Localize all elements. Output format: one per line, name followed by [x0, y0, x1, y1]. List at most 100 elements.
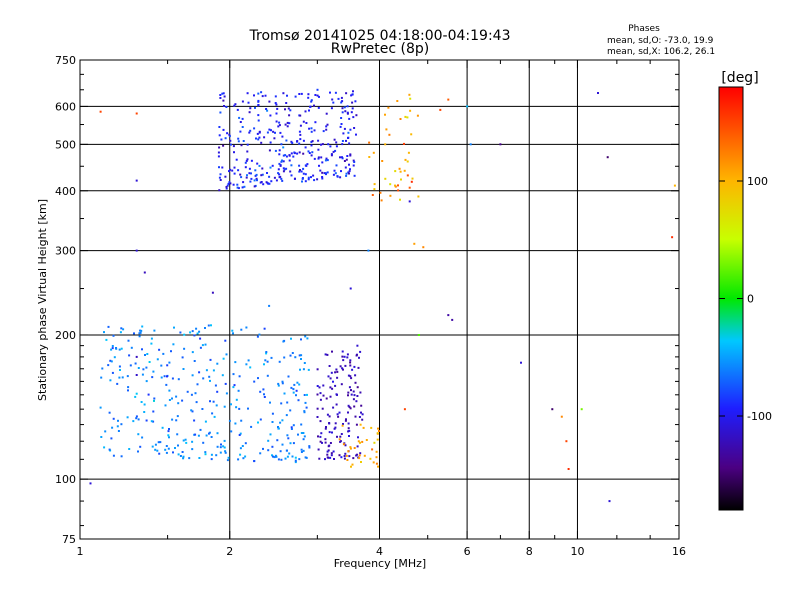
scatter-point	[282, 154, 285, 157]
scatter-point	[138, 332, 141, 335]
scatter-point	[340, 123, 343, 125]
scatter-point	[404, 115, 407, 118]
scatter-point	[289, 409, 292, 412]
scatter-point	[358, 454, 361, 457]
scatter-point	[302, 152, 305, 155]
scatter-point	[241, 100, 244, 103]
scatter-point	[154, 443, 157, 446]
scatter-point	[375, 456, 378, 459]
scatter-point	[285, 449, 288, 452]
scatter-point	[181, 399, 184, 402]
scatter-point	[282, 340, 285, 343]
scatter-point	[333, 458, 335, 460]
scatter-point	[370, 426, 373, 429]
scatter-point	[329, 442, 332, 444]
scatter-point	[339, 125, 342, 128]
scatter-point	[400, 178, 402, 181]
scatter-point	[232, 145, 235, 148]
scatter-point	[347, 404, 350, 407]
scatter-point	[380, 199, 383, 202]
scatter-point	[151, 445, 154, 448]
scatter-point	[302, 368, 305, 371]
scatter-point	[356, 344, 359, 347]
scatter-point	[349, 154, 352, 157]
scatter-point	[253, 127, 256, 130]
scatter-point	[447, 314, 450, 317]
scatter-point	[224, 137, 227, 140]
scatter-point	[129, 364, 132, 367]
scatter-point	[324, 353, 327, 356]
scatter-point	[265, 181, 268, 184]
scatter-point	[232, 373, 235, 376]
chart-subtitle: RwPretec (8p)	[331, 41, 429, 57]
scatter-point	[329, 456, 332, 459]
scatter-point	[274, 149, 277, 152]
scatter-point	[258, 333, 261, 336]
scatter-point	[399, 118, 402, 120]
scatter-point	[190, 409, 193, 412]
scatter-point	[160, 376, 163, 379]
scatter-point	[350, 111, 353, 114]
scatter-point	[320, 156, 323, 159]
scatter-point	[352, 390, 355, 393]
scatter-point	[196, 332, 199, 335]
scatter-point	[322, 394, 325, 397]
scatter-point	[406, 174, 409, 177]
scatter-point	[268, 100, 271, 103]
scatter-point	[290, 426, 293, 429]
scatter-point	[217, 151, 220, 154]
scatter-point	[209, 379, 211, 382]
scatter-point	[227, 182, 230, 185]
scatter-point	[300, 92, 303, 95]
scatter-point	[353, 161, 356, 163]
scatter-point	[268, 182, 271, 185]
scatter-point	[324, 438, 327, 441]
scatter-point	[326, 123, 329, 126]
scatter-point	[311, 151, 314, 154]
scatter-point	[325, 426, 327, 428]
scatter-point	[367, 249, 370, 252]
colorbar-ticks: 100 0 -100	[719, 175, 772, 423]
scatter-point	[249, 180, 252, 183]
scatter-point	[109, 379, 112, 382]
scatter-point	[346, 112, 349, 115]
scatter-point	[229, 139, 232, 142]
scatter-point	[179, 331, 182, 334]
scatter-point	[215, 454, 218, 457]
scatter-point	[371, 194, 374, 196]
scatter-point	[281, 419, 284, 422]
scatter-point	[211, 291, 214, 294]
scatter-point	[302, 139, 305, 142]
scatter-point	[238, 116, 241, 119]
scatter-point	[342, 359, 345, 362]
scatter-point	[248, 111, 251, 114]
scatter-point	[313, 129, 316, 132]
scatter-point	[113, 356, 116, 359]
scatter-point	[307, 150, 310, 153]
scatter-point	[202, 441, 205, 444]
scatter-point	[338, 438, 341, 441]
scatter-point	[333, 427, 336, 430]
scatter-point	[399, 170, 402, 173]
scatter-point	[411, 177, 414, 180]
scatter-point	[292, 391, 295, 394]
scatter-point	[250, 159, 253, 162]
scatter-point	[304, 164, 307, 167]
scatter-point	[290, 174, 293, 177]
scatter-point	[305, 456, 308, 459]
scatter-point	[165, 383, 168, 386]
scatter-point	[170, 350, 172, 353]
scatter-point	[262, 388, 265, 391]
scatter-point	[331, 387, 334, 390]
scatter-point	[103, 446, 106, 449]
scatter-point	[275, 120, 278, 123]
scatter-point	[168, 399, 171, 401]
scatter-point	[567, 468, 570, 470]
scatter-point	[320, 432, 323, 435]
scatter-point	[177, 378, 180, 381]
scatter-point	[297, 433, 299, 436]
scatter-point	[107, 325, 110, 328]
colorbar-tick-label: 0	[747, 293, 754, 306]
scatter-point	[355, 400, 358, 403]
scatter-point	[342, 443, 345, 446]
